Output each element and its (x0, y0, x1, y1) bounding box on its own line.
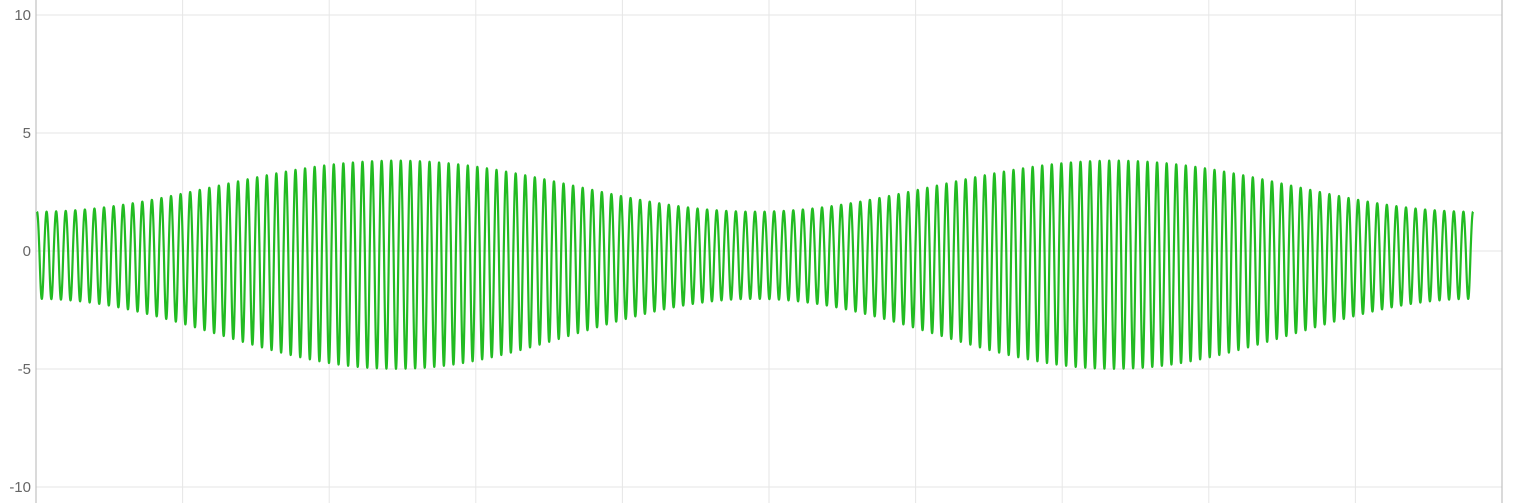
y-tick-label: 5 (23, 125, 31, 142)
y-tick-label: 10 (14, 7, 31, 24)
y-tick-label: -10 (9, 479, 31, 496)
series-line (36, 159, 1474, 370)
axes (35, 0, 1503, 503)
y-tick-labels: 10 5 0 -5 -10 (9, 7, 31, 496)
series-layer (36, 159, 1474, 370)
y-tick-label: 0 (23, 243, 31, 260)
y-tick-label: -5 (18, 361, 31, 378)
